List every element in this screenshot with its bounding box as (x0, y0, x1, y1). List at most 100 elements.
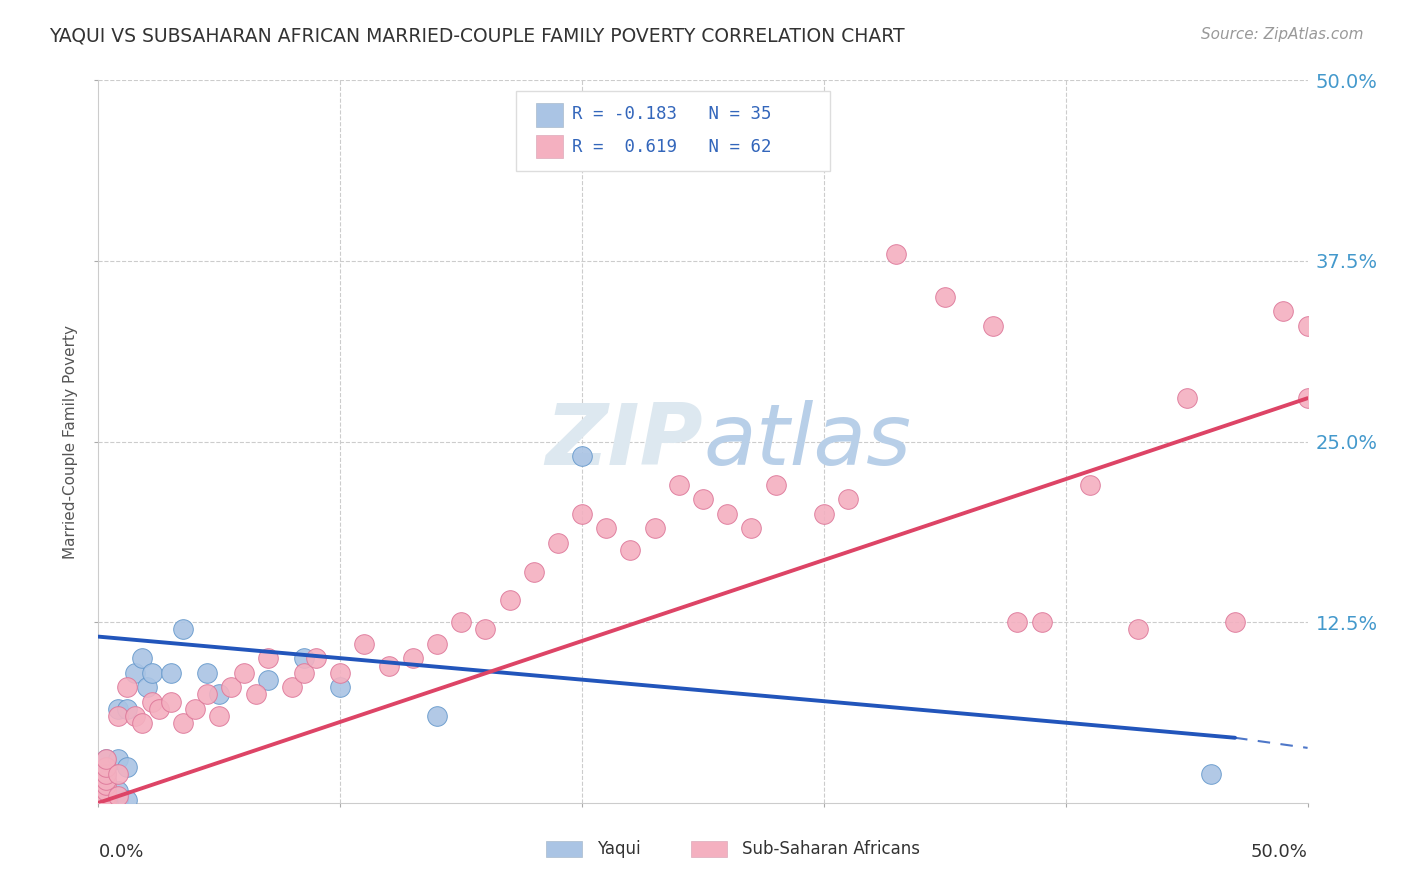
Point (124, 665, 146, 680)
Point (450, 615, 472, 630)
Point (117, 680, 139, 694)
Point (619, 542, 641, 557)
Text: R =  0.619   N = 62: R = 0.619 N = 62 (572, 137, 772, 156)
Point (1296, 318, 1319, 333)
Point (256, 673, 278, 687)
Point (1175, 391, 1198, 405)
Point (94, 767, 117, 781)
Text: YAQUI VS SUBSAHARAN AFRICAN MARRIED-COUPLE FAMILY POVERTY CORRELATION CHART: YAQUI VS SUBSAHARAN AFRICAN MARRIED-COUP… (49, 27, 905, 45)
Point (94, 796, 117, 810)
Point (595, 521, 617, 535)
Bar (536, 136, 562, 158)
Point (94, 774, 117, 789)
Point (94, 784, 117, 798)
Point (107, 702, 129, 716)
Bar (546, 841, 582, 857)
Point (131, 651, 153, 665)
Point (94, 796, 117, 810)
Point (141, 665, 163, 680)
Point (141, 695, 163, 709)
Text: ZIP: ZIP (546, 400, 703, 483)
Point (107, 793, 129, 807)
Point (1272, 304, 1295, 318)
Point (571, 507, 593, 521)
Point (402, 651, 425, 665)
Text: Source: ZipAtlas.com: Source: ZipAtlas.com (1201, 27, 1364, 42)
Point (160, 695, 183, 709)
Point (94, 784, 117, 798)
Point (1128, 623, 1150, 637)
Point (94, 779, 117, 793)
Point (934, 290, 956, 304)
Point (107, 709, 129, 723)
Point (135, 680, 157, 694)
Point (117, 793, 139, 807)
Point (1031, 615, 1053, 630)
Point (160, 665, 183, 680)
Point (305, 651, 328, 665)
Point (281, 680, 304, 694)
Bar (690, 841, 727, 857)
Point (1296, 391, 1319, 405)
Point (740, 521, 762, 535)
Point (765, 478, 787, 492)
Text: atlas: atlas (703, 400, 911, 483)
Point (94, 789, 117, 803)
Point (523, 565, 546, 579)
Point (232, 665, 254, 680)
Point (94, 793, 117, 807)
Point (353, 637, 375, 651)
Point (1199, 767, 1222, 781)
Point (668, 478, 690, 492)
FancyBboxPatch shape (516, 91, 830, 170)
Point (1223, 615, 1246, 630)
Point (94, 796, 117, 810)
Point (571, 449, 593, 463)
Point (813, 507, 835, 521)
Point (498, 593, 520, 607)
Point (292, 651, 315, 665)
Point (131, 716, 153, 731)
Point (94, 793, 117, 807)
Point (94, 752, 117, 766)
Point (377, 658, 399, 673)
Point (329, 665, 352, 680)
Point (107, 789, 129, 803)
Point (94, 781, 117, 796)
Point (94, 772, 117, 787)
Point (426, 637, 449, 651)
Point (94, 790, 117, 805)
Point (245, 687, 267, 701)
Point (107, 767, 129, 781)
Point (94, 767, 117, 781)
Point (256, 651, 278, 665)
Point (107, 752, 129, 766)
Point (94, 796, 117, 810)
Point (184, 702, 207, 716)
Point (886, 246, 908, 260)
Point (124, 709, 146, 723)
Point (474, 623, 496, 637)
Point (117, 702, 139, 716)
Point (195, 665, 218, 680)
Point (547, 535, 569, 549)
Text: 0.0%: 0.0% (98, 843, 143, 861)
Point (208, 709, 231, 723)
Text: Sub-Saharan Africans: Sub-Saharan Africans (742, 840, 920, 858)
Point (148, 702, 170, 716)
Point (94, 760, 117, 774)
Bar (536, 103, 562, 127)
Point (716, 507, 738, 521)
Point (172, 716, 194, 731)
Point (107, 784, 129, 798)
Point (94, 787, 117, 801)
Point (837, 492, 859, 507)
Text: Yaqui: Yaqui (596, 840, 640, 858)
Point (692, 492, 714, 507)
Point (1007, 615, 1029, 630)
Point (644, 521, 666, 535)
Point (172, 623, 194, 637)
Point (292, 665, 315, 680)
Point (329, 680, 352, 694)
Text: 50.0%: 50.0% (1251, 843, 1308, 861)
